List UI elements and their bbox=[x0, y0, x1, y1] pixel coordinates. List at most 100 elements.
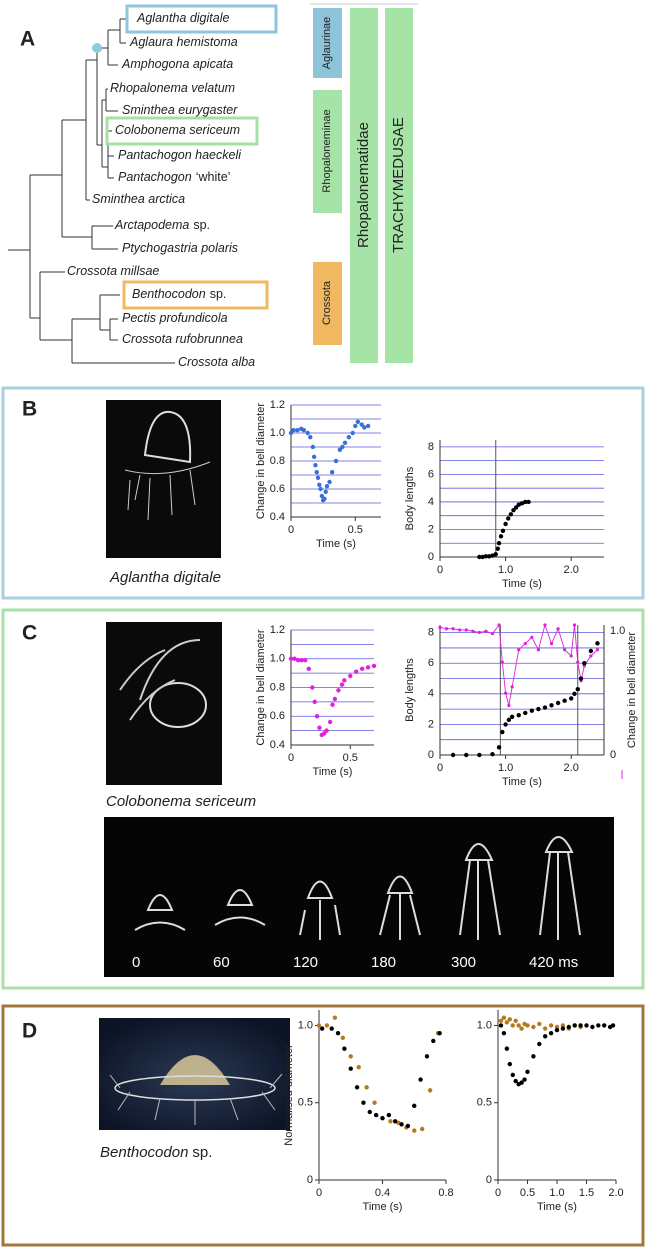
data-point bbox=[543, 1026, 548, 1031]
taxon-label: Benthocodon sp. bbox=[132, 287, 226, 301]
data-point bbox=[477, 630, 481, 635]
data-point bbox=[517, 648, 521, 652]
data-point bbox=[542, 705, 548, 710]
data-point bbox=[299, 657, 304, 663]
data-point bbox=[288, 430, 294, 436]
italic-text: Arctapodema bbox=[114, 218, 189, 232]
x-tick-label: 1.0 bbox=[498, 564, 513, 576]
data-point bbox=[522, 1077, 527, 1082]
data-point bbox=[602, 1023, 607, 1028]
data-point bbox=[509, 714, 515, 719]
data-point bbox=[511, 508, 516, 513]
plain-text: ‘white’ bbox=[196, 170, 231, 184]
data-point bbox=[610, 1023, 616, 1028]
data-point bbox=[295, 428, 300, 433]
data-point bbox=[562, 698, 567, 703]
italic-text: Crossota rufobrunnea bbox=[122, 332, 243, 346]
y-tick-label: 4 bbox=[428, 496, 434, 508]
y-tick-label: 0.5 bbox=[298, 1097, 313, 1109]
data-point bbox=[292, 656, 297, 661]
data-point bbox=[372, 1100, 377, 1105]
data-point bbox=[572, 691, 577, 697]
data-point bbox=[498, 534, 504, 539]
data-point bbox=[501, 1030, 507, 1036]
italic-text: Rhopalonema velatum bbox=[110, 81, 235, 95]
y-tick-label: 0.6 bbox=[270, 710, 285, 722]
data-point bbox=[317, 725, 322, 730]
data-point bbox=[431, 1038, 436, 1044]
x-tick-label: 0 bbox=[437, 564, 443, 576]
data-point bbox=[504, 1046, 510, 1051]
panel-label: A bbox=[20, 28, 35, 51]
data-point bbox=[560, 1026, 566, 1031]
data-point bbox=[386, 1112, 392, 1118]
data-point bbox=[477, 554, 482, 560]
data-point bbox=[576, 660, 580, 664]
data-point bbox=[523, 641, 527, 646]
data-point bbox=[291, 428, 296, 433]
data-point bbox=[342, 440, 348, 445]
italic-text: Aglantha digitale bbox=[136, 11, 229, 25]
taxon-label: Crossota rufobrunnea bbox=[122, 332, 243, 346]
y-tick-label: 1.0 bbox=[298, 1019, 313, 1031]
photo-strip bbox=[104, 817, 614, 977]
data-point bbox=[348, 1066, 353, 1071]
data-point bbox=[329, 470, 335, 475]
data-point bbox=[356, 1064, 361, 1070]
data-point bbox=[595, 648, 600, 652]
data-point bbox=[519, 1080, 524, 1085]
data-point bbox=[523, 499, 528, 505]
italic-text: Colobonema sericeum bbox=[106, 793, 256, 810]
taxon-label: Crossota millsae bbox=[67, 264, 159, 278]
data-point bbox=[508, 512, 514, 517]
data-point bbox=[572, 623, 577, 627]
y-tick-label: 2 bbox=[428, 523, 434, 535]
y-tick-label: 1.0 bbox=[270, 653, 285, 665]
highlight-box bbox=[122, 280, 269, 310]
data-point bbox=[530, 635, 534, 639]
data-point bbox=[373, 1112, 379, 1118]
data-point bbox=[548, 1023, 554, 1028]
panel-label: B bbox=[22, 398, 37, 421]
clade-bar bbox=[313, 90, 342, 213]
italic-text: Benthocodon bbox=[132, 287, 206, 301]
data-point bbox=[427, 1088, 433, 1093]
y-axis-label: Change in bell diameter bbox=[255, 629, 267, 746]
y-tick-label: 8 bbox=[428, 627, 434, 639]
taxon-label: Arctapodema sp. bbox=[114, 218, 210, 232]
data-point bbox=[563, 648, 567, 652]
photo bbox=[106, 400, 221, 558]
data-point bbox=[507, 703, 511, 708]
data-point bbox=[496, 541, 502, 546]
data-point bbox=[314, 714, 320, 719]
data-point bbox=[464, 752, 469, 758]
data-point bbox=[490, 632, 495, 636]
data-point bbox=[531, 1024, 536, 1030]
data-point bbox=[327, 719, 333, 725]
data-point bbox=[507, 1017, 512, 1022]
data-point bbox=[555, 700, 561, 706]
clade-label: TRACHYMEDUSAE bbox=[390, 117, 407, 253]
data-point bbox=[506, 717, 512, 723]
photo bbox=[99, 1018, 290, 1130]
data-point bbox=[497, 623, 501, 627]
data-point bbox=[543, 623, 547, 627]
data-point bbox=[582, 661, 587, 666]
data-point bbox=[500, 660, 504, 664]
y2-axis-label: Change in bell diameter bbox=[626, 632, 638, 749]
data-point bbox=[549, 703, 554, 708]
frame-label: 180 bbox=[371, 954, 396, 971]
italic-text: Pantachogon bbox=[118, 170, 192, 184]
data-point bbox=[578, 676, 584, 681]
data-point bbox=[419, 1126, 425, 1132]
data-point bbox=[388, 1119, 393, 1124]
data-point bbox=[365, 665, 371, 670]
y-tick-label: 8 bbox=[428, 441, 434, 453]
data-point bbox=[575, 687, 580, 692]
panel-frame bbox=[1, 1004, 645, 1247]
data-point bbox=[332, 1015, 338, 1020]
y-tick-label: 2 bbox=[428, 718, 434, 730]
taxon-label: Sminthea arctica bbox=[92, 192, 185, 206]
y2-tick-label: 0 bbox=[610, 749, 616, 761]
data-point bbox=[348, 1054, 353, 1059]
